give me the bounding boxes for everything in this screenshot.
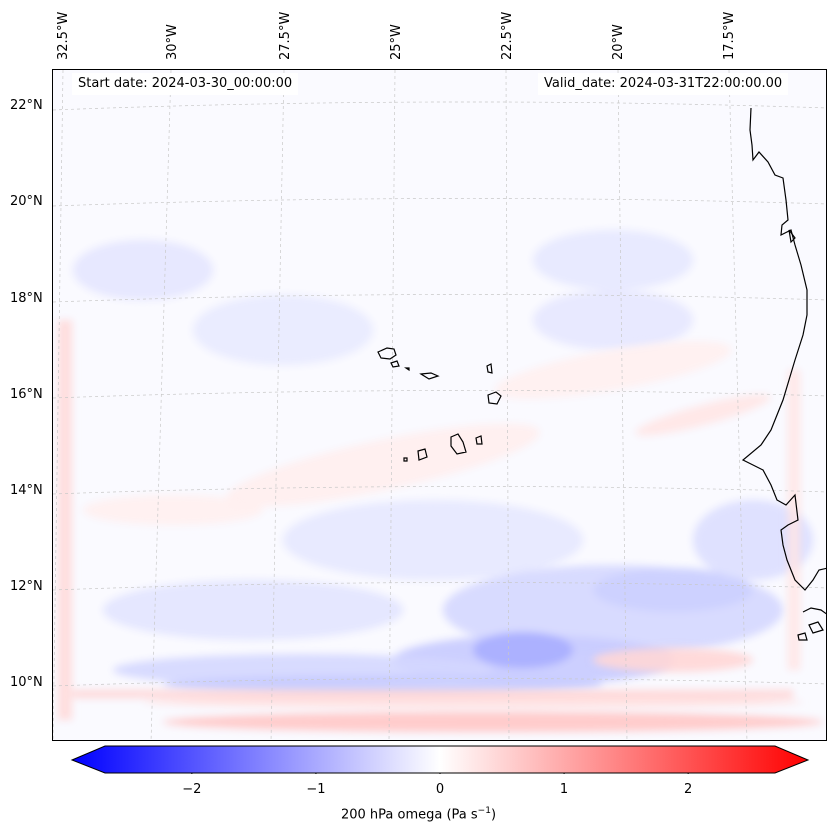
colorbar-body	[70, 745, 810, 774]
graticule	[53, 70, 826, 740]
lat-label-10n: 10°N	[10, 675, 43, 690]
lat-label-14n: 14°N	[10, 483, 43, 498]
island-banc-darguin	[788, 229, 796, 244]
colorbar-tick-marks	[191, 773, 689, 774]
valid-date-label: Valid_date: 2024-03-31T22:00:00.00	[538, 73, 789, 95]
colorbar-tick-label: −2	[182, 782, 202, 797]
colorbar-tick-label: 0	[435, 782, 445, 797]
gridline-22.5w	[505, 70, 510, 740]
start-date-label: Start date: 2024-03-30_00:00:00	[72, 73, 299, 95]
lat-label-20n: 20°N	[10, 194, 43, 209]
colorbar-label: 200 hPa omega (Pa s−1)	[340, 806, 497, 823]
colorbar-tick-label: 2	[684, 782, 693, 797]
lat-label-18n: 18°N	[10, 291, 43, 306]
positive-omega-regions	[58, 320, 823, 732]
lat-label-12n: 12°N	[10, 579, 43, 594]
colorbar	[70, 745, 810, 774]
coastline-mainland	[741, 107, 826, 591]
gridline-20w	[617, 70, 628, 740]
map-panel	[52, 69, 827, 741]
colorbar-tick-label: 1	[559, 782, 569, 797]
gridline-30w	[150, 70, 172, 740]
island-boa-vista	[487, 391, 502, 405]
coastline-bissagos-1	[802, 607, 826, 615]
cape-verde-islands	[377, 347, 502, 462]
gridline-17.5w	[728, 70, 748, 740]
island-sal	[486, 363, 493, 374]
island-sao-nicolau	[419, 372, 440, 380]
lon-label-27.5w: 27.5°W	[278, 11, 293, 60]
lon-label-30w: 30°W	[165, 24, 180, 60]
lon-label-17.5w: 17.5°W	[722, 11, 737, 60]
gridline-32.5w	[53, 70, 64, 740]
lat-label-16n: 16°N	[10, 387, 43, 402]
island-bissagos-b	[797, 632, 808, 641]
gridline-27.5w	[270, 70, 285, 740]
island-maio	[475, 435, 483, 445]
island-fogo	[417, 448, 428, 461]
lon-label-25w: 25°W	[389, 24, 404, 60]
gridline-25w	[388, 70, 396, 740]
island-santo-antao	[377, 347, 397, 360]
west-africa-coastline	[741, 107, 826, 641]
lon-label-22.5w: 22.5°W	[500, 11, 515, 60]
lon-label-20w: 20°W	[611, 24, 626, 60]
lon-label-32.5w: 32.5°W	[56, 11, 71, 60]
island-santiago	[450, 433, 467, 455]
island-sao-vicente	[390, 360, 400, 368]
colorbar-tick-label: −1	[306, 782, 326, 797]
omega-field-map	[53, 70, 826, 740]
lat-label-22n: 22°N	[10, 98, 43, 113]
island-brava	[403, 457, 408, 462]
island-bissagos-a	[808, 621, 824, 634]
island-santa-luzia	[404, 367, 410, 372]
